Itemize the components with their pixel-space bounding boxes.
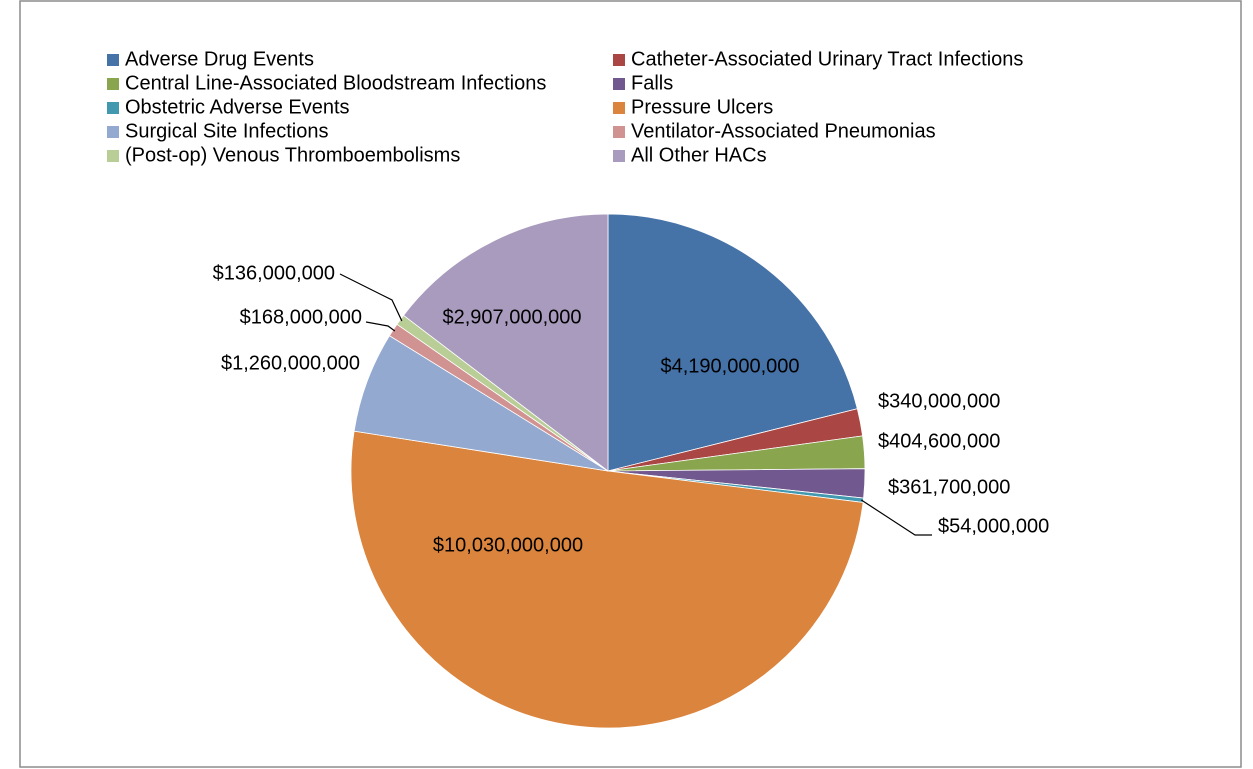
data-label: $1,260,000,000 bbox=[221, 352, 360, 374]
data-label: $136,000,000 bbox=[213, 262, 335, 284]
legend-swatch bbox=[107, 126, 119, 138]
legend-swatch bbox=[613, 126, 625, 138]
data-label: $4,190,000,000 bbox=[660, 355, 799, 377]
legend-swatch bbox=[613, 150, 625, 162]
legend-label: Catheter-Associated Urinary Tract Infect… bbox=[631, 48, 1023, 70]
legend-label: Surgical Site Infections bbox=[125, 120, 328, 142]
legend-label: Ventilator-Associated Pneumonias bbox=[631, 120, 936, 142]
data-label: $361,700,000 bbox=[888, 476, 1010, 498]
pie-slice bbox=[350, 430, 864, 729]
legend-label: (Post-op) Venous Thromboembolisms bbox=[125, 144, 460, 166]
legend-swatch bbox=[613, 102, 625, 114]
legend-label: Central Line-Associated Bloodstream Infe… bbox=[125, 72, 546, 94]
legend-swatch bbox=[613, 78, 625, 90]
data-label: $2,907,000,000 bbox=[442, 306, 581, 328]
pie-slice bbox=[607, 213, 858, 472]
legend-label: Pressure Ulcers bbox=[631, 96, 773, 118]
data-label: $404,600,000 bbox=[878, 430, 1000, 452]
legend-swatch bbox=[107, 102, 119, 114]
legend-swatch bbox=[107, 78, 119, 90]
leader-line bbox=[339, 273, 403, 322]
data-label: $168,000,000 bbox=[240, 306, 362, 328]
legend-label: Adverse Drug Events bbox=[125, 48, 314, 70]
leader-line bbox=[365, 321, 396, 332]
data-label: $54,000,000 bbox=[938, 515, 1049, 537]
legend-label: All Other HACs bbox=[631, 144, 767, 166]
legend-swatch bbox=[107, 150, 119, 162]
data-label: $340,000,000 bbox=[878, 390, 1000, 412]
legend-label: Falls bbox=[631, 72, 673, 94]
data-label: $10,030,000,000 bbox=[433, 534, 583, 556]
legend-label: Obstetric Adverse Events bbox=[125, 96, 350, 118]
pie-slice bbox=[402, 213, 609, 472]
legend-swatch bbox=[107, 54, 119, 66]
leader-line bbox=[861, 499, 932, 536]
legend-swatch bbox=[613, 54, 625, 66]
